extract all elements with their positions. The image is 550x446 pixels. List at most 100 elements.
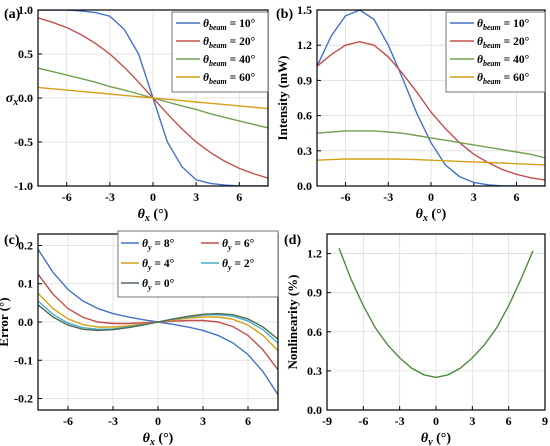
legend-symbol: θ: [142, 258, 148, 270]
legend: θy = 8° θy = 6°θy = 4° θy = 2°θy = 0°: [117, 230, 279, 298]
y-tick-label: -0.2: [14, 392, 33, 406]
panel-label: (b): [276, 7, 293, 22]
legend-value: = 6°: [232, 238, 255, 250]
legend-symbol: θ: [203, 18, 209, 30]
x-tick-label: -3: [395, 414, 405, 428]
legend-box: [117, 230, 279, 298]
panel-label: (d): [284, 233, 301, 248]
panel-1: -6 -3 0 3 60.00.30.60.91.21.5(b)θx (°)Intens…: [275, 3, 546, 224]
legend-value: = 20°: [227, 36, 256, 48]
x-tick-label: 0: [155, 414, 161, 428]
x-axis-label: θx (°): [143, 431, 174, 446]
x-tick-label: 0: [150, 190, 156, 204]
legend-symbol: θ: [477, 54, 483, 66]
x-axis-label-symbol: θ: [143, 431, 151, 446]
y-tick-label: 0.0: [297, 179, 312, 193]
y-axis-label: Error (°): [0, 297, 11, 346]
x-tick-label: 3: [469, 414, 475, 428]
x-tick-label: 9: [542, 414, 548, 428]
y-tick-label: 1.0: [18, 3, 33, 17]
x-axis-label: θx (°): [416, 207, 447, 224]
legend-symbol: θ: [222, 258, 228, 270]
legend-symbol: θ: [203, 36, 209, 48]
legend-symbol: θ: [477, 36, 483, 48]
y-axis-label: σx: [6, 91, 19, 108]
legend-entry-1: θbeam = 20°: [203, 36, 256, 50]
x-tick-label: 3: [200, 414, 206, 428]
series-group: [338, 248, 534, 379]
legend-subscript: beam: [483, 59, 501, 68]
x-axis-label-subscript: x: [422, 213, 428, 224]
x-axis-label-symbol: θ: [138, 207, 146, 222]
y-tick-label: 0.6: [297, 109, 312, 123]
y-tick-label: 1.2: [307, 247, 322, 261]
y-tick-label: 0.0: [18, 315, 33, 329]
x-tick-label: -9: [322, 414, 332, 428]
panel-3: -9 -6 -3 0 3 6 9 0.0 0.3 0.6 0.9 1.2 (d) θy (°) Nonlin…: [284, 233, 548, 446]
legend-subscript: beam: [209, 59, 227, 68]
legend-subscript: y: [227, 263, 232, 272]
legend-entry-0: θbeam = 10°: [203, 18, 256, 32]
legend: θbeam = 10°θbeam = 20°θbeam = 40°θbeam =…: [171, 11, 269, 93]
legend-value: = 10°: [227, 18, 256, 30]
x-tick-label: -3: [383, 190, 393, 204]
y-axis-label-subscript: x: [12, 97, 18, 108]
y-tick-label: 1.5: [297, 3, 312, 17]
legend-symbol: θ: [142, 278, 148, 290]
panel-label: (c): [4, 233, 20, 248]
plot-frame: [326, 233, 546, 411]
legend-symbol: θ: [203, 72, 209, 84]
y-axis-label: Intensity (mW): [275, 56, 290, 141]
y-tick-label: -1.0: [14, 179, 33, 193]
y-tick-label: -0.5: [14, 135, 33, 149]
x-axis-label-symbol: θ: [421, 431, 429, 446]
x-axis-label-subscript: x: [144, 213, 150, 224]
legend-value: = 60°: [227, 72, 256, 84]
legend-value: = 60°: [501, 72, 530, 84]
series-line-2: [317, 130, 545, 159]
legend-subscript: beam: [483, 41, 501, 50]
x-axis-label: θy (°): [421, 431, 451, 446]
y-tick-label: 0.0: [307, 403, 322, 417]
legend-symbol: θ: [142, 238, 148, 250]
y-tick-label: -0.1: [14, 353, 33, 367]
y-axis-label-symbol: σ: [6, 91, 14, 106]
y-tick-label: 0.3: [307, 364, 322, 378]
x-tick-label: 3: [193, 190, 199, 204]
legend-entry-1: θy = 6°: [222, 238, 255, 252]
x-axis-label-subscript: y: [427, 437, 433, 446]
legend-subscript: y: [147, 263, 152, 272]
series-line-1: [317, 40, 545, 181]
legend-value: = 40°: [227, 54, 256, 66]
legend-symbol: θ: [222, 238, 228, 250]
x-tick-label: 6: [514, 190, 520, 204]
plot-frame: [316, 9, 546, 187]
legend-subscript: beam: [209, 41, 227, 50]
x-tick-label: 6: [245, 414, 251, 428]
plot-frame: [37, 9, 269, 187]
legend-symbol: θ: [203, 54, 209, 66]
x-tick-label: -6: [63, 414, 73, 428]
legend-value: = 0°: [152, 278, 175, 290]
legend: θbeam = 10°θbeam = 20°θbeam = 40°θbeam =…: [445, 11, 546, 93]
x-tick-label: 6: [236, 190, 242, 204]
y-tick-label: 0.9: [307, 286, 322, 300]
x-axis-label-unit: (°): [428, 207, 447, 222]
legend-subscript: beam: [483, 23, 501, 32]
x-tick-label: -3: [108, 414, 118, 428]
legend-entry-2: θy = 4°: [142, 258, 175, 272]
x-tick-label: 6: [506, 414, 512, 428]
legend-entry-0: θbeam = 10°: [477, 18, 530, 32]
x-tick-label: 0: [433, 414, 439, 428]
series-line-3: [38, 86, 268, 110]
legend-entry-3: θy = 2°: [222, 258, 255, 272]
x-tick-label: -6: [341, 190, 351, 204]
y-tick-label: 0.9: [297, 73, 312, 87]
series-line-0: [338, 248, 534, 379]
y-tick-label: 0.1: [18, 277, 33, 291]
series-line-0: [317, 10, 545, 186]
legend-value: = 10°: [501, 18, 530, 30]
legend-subscript: beam: [483, 77, 501, 86]
legend-value: = 20°: [501, 36, 530, 48]
